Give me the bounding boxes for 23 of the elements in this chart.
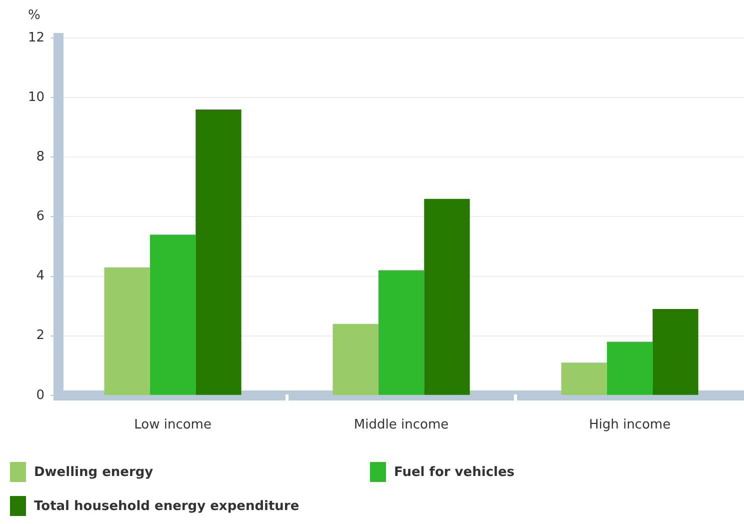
y-axis-title: % <box>28 8 40 23</box>
y-tick-label: 0 <box>36 388 45 403</box>
y-tick-label: 6 <box>36 209 45 224</box>
bar <box>378 270 424 395</box>
bar <box>606 342 653 395</box>
bar <box>332 324 378 395</box>
legend-label: Total household energy expenditure <box>34 498 300 514</box>
bar <box>652 309 698 395</box>
legend-label: Fuel for vehicles <box>394 464 515 480</box>
legend-label: Dwelling energy <box>34 464 154 480</box>
x-tick-label: Middle income <box>354 418 449 433</box>
bar <box>150 234 196 395</box>
bar <box>561 362 607 395</box>
bar <box>104 267 150 395</box>
x-tick-label: High income <box>588 418 671 433</box>
bar <box>196 109 242 395</box>
y-tick-label: 12 <box>28 30 45 46</box>
x-tick-label: Low income <box>134 418 212 433</box>
bar <box>424 198 470 395</box>
y-tick-label: 10 <box>28 90 45 105</box>
y-tick-label: 8 <box>36 150 45 165</box>
y-tick-label: 2 <box>36 328 45 344</box>
y-tick-label: 4 <box>36 268 45 284</box>
